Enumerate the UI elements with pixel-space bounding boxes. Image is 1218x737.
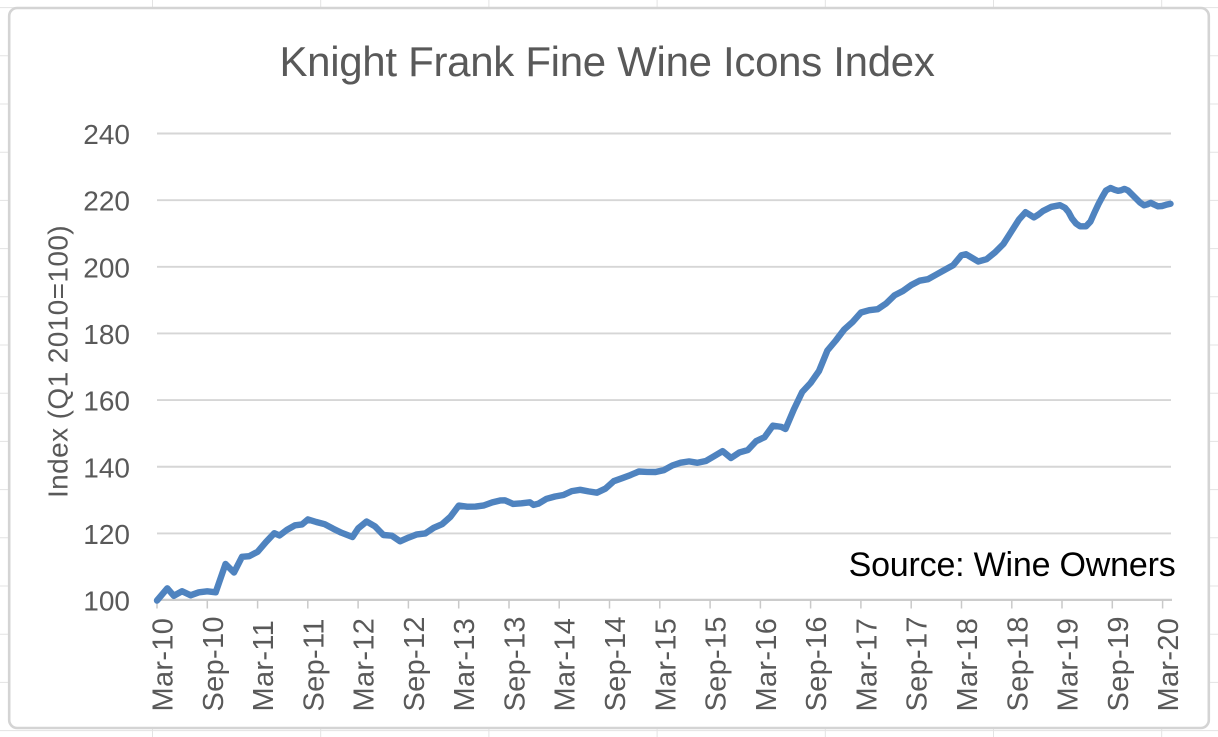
svg-text:Mar-14: Mar-14 — [550, 618, 582, 712]
svg-text:100: 100 — [83, 586, 130, 617]
svg-text:140: 140 — [83, 452, 130, 483]
svg-text:240: 240 — [83, 119, 130, 150]
svg-text:Source: Wine Owners: Source: Wine Owners — [849, 546, 1176, 584]
svg-text:Mar-18: Mar-18 — [952, 618, 984, 712]
svg-text:200: 200 — [83, 252, 130, 283]
svg-text:Sep-15: Sep-15 — [701, 616, 733, 711]
svg-text:Sep-19: Sep-19 — [1103, 616, 1135, 711]
svg-text:Index (Q1 2010=100): Index (Q1 2010=100) — [43, 225, 74, 498]
svg-text:Mar-10: Mar-10 — [148, 618, 180, 712]
svg-text:Mar-19: Mar-19 — [1053, 618, 1085, 712]
svg-text:Sep-13: Sep-13 — [500, 616, 532, 711]
svg-text:160: 160 — [83, 386, 130, 417]
svg-text:220: 220 — [83, 186, 130, 217]
svg-text:Sep-11: Sep-11 — [298, 618, 330, 711]
svg-text:120: 120 — [83, 519, 130, 550]
svg-text:Mar-20: Mar-20 — [1153, 618, 1185, 712]
svg-text:Mar-12: Mar-12 — [349, 618, 381, 712]
svg-text:Sep-18: Sep-18 — [1002, 616, 1034, 711]
svg-text:Sep-17: Sep-17 — [902, 616, 934, 711]
svg-text:Sep-12: Sep-12 — [399, 616, 431, 711]
svg-text:Sep-16: Sep-16 — [801, 616, 833, 711]
svg-text:Sep-10: Sep-10 — [198, 616, 230, 711]
svg-text:Mar-13: Mar-13 — [449, 618, 481, 712]
svg-text:Mar-15: Mar-15 — [650, 618, 682, 712]
svg-text:Mar-17: Mar-17 — [851, 618, 883, 712]
svg-text:Mar-11: Mar-11 — [248, 620, 280, 712]
svg-text:Mar-16: Mar-16 — [751, 618, 783, 712]
svg-text:180: 180 — [83, 319, 130, 350]
svg-text:Sep-14: Sep-14 — [600, 616, 632, 711]
svg-text:Knight Frank Fine Wine Icons I: Knight Frank Fine Wine Icons Index — [279, 38, 934, 85]
